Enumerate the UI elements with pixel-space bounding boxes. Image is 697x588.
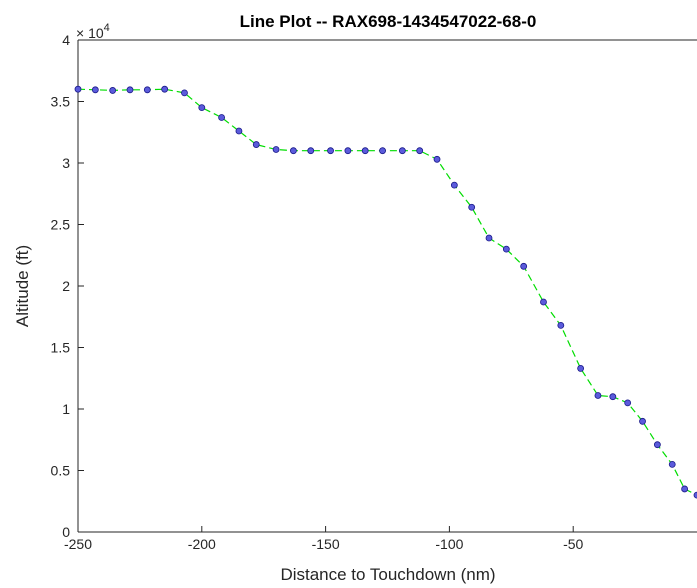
y-tick-label: 0.5: [51, 463, 71, 479]
chart-title: Line Plot -- RAX698-1434547022-68-0: [240, 12, 537, 31]
data-point: [344, 147, 352, 155]
y-tick-label: 0: [62, 524, 70, 540]
data-point: [609, 393, 617, 401]
data-point: [520, 262, 528, 270]
data-point: [433, 155, 441, 163]
x-tick-label: -250: [64, 536, 92, 552]
data-point: [416, 147, 424, 155]
data-point: [594, 392, 602, 399]
x-tick-label: -200: [188, 536, 216, 552]
y-tick-label: 2.5: [51, 217, 71, 233]
data-point: [653, 441, 661, 449]
x-tick-label: -150: [312, 536, 340, 552]
data-point: [468, 203, 476, 211]
data-point: [235, 127, 243, 135]
data-point: [557, 321, 565, 329]
data-point: [379, 147, 386, 155]
data-point: [450, 181, 458, 189]
data-point: [161, 85, 169, 93]
series-layer: [74, 85, 697, 499]
data-point: [143, 86, 151, 94]
series-line: [77, 88, 697, 496]
y-tick-label: 1: [62, 401, 70, 417]
data-point: [181, 89, 188, 97]
y-exponent-base: × 10: [76, 25, 104, 41]
y-exponent-power: 4: [104, 22, 110, 34]
data-point: [272, 146, 280, 153]
data-point: [485, 234, 493, 242]
data-point: [681, 485, 689, 493]
data-point: [109, 87, 117, 94]
data-point: [198, 104, 206, 112]
x-tick-label: -50: [563, 536, 583, 552]
data-point: [252, 141, 260, 148]
y-tick-label: 2: [62, 278, 70, 294]
data-point: [398, 147, 406, 155]
data-point: [639, 417, 646, 425]
y-ticks: 0 0.5 1 1.5 2 2.5 3 3.5 4: [51, 32, 84, 540]
x-ticks: -250 -200 -150 -100 -50: [64, 526, 584, 552]
data-point: [624, 399, 632, 407]
data-point: [91, 86, 99, 94]
y-exponent-label: × 104: [76, 22, 110, 41]
data-point: [327, 147, 334, 155]
x-tick-label: -100: [435, 536, 463, 552]
data-point: [577, 365, 585, 372]
y-tick-label: 3: [62, 155, 70, 171]
y-tick-label: 3.5: [51, 94, 71, 110]
data-point: [290, 147, 297, 155]
y-tick-label: 1.5: [51, 340, 71, 356]
data-point: [218, 114, 226, 121]
y-tick-label: 4: [62, 32, 70, 48]
data-point: [668, 460, 676, 468]
data-point: [502, 245, 510, 253]
data-point: [540, 298, 547, 306]
y-axis-label: Altitude (ft): [13, 245, 32, 327]
data-point: [307, 147, 315, 155]
data-point: [74, 85, 82, 93]
data-point: [126, 86, 134, 94]
data-point: [361, 147, 369, 155]
plot-axes: [77, 39, 697, 533]
data-point: [693, 491, 697, 499]
x-axis-label: Distance to Touchdown (nm): [280, 565, 495, 584]
